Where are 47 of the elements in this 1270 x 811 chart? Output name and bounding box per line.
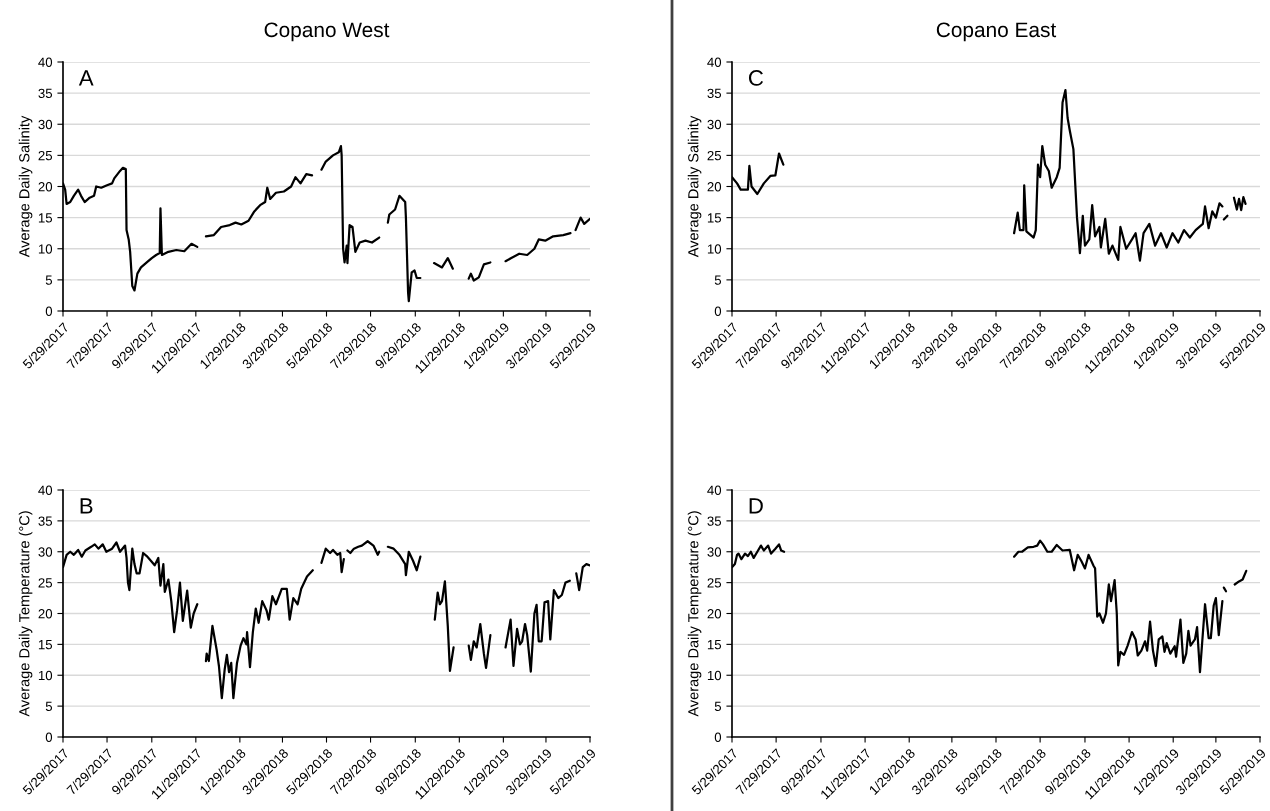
chart-title: Copano West [264,22,390,42]
y-tick-label: 15 [707,640,722,650]
y-tick-label: 5 [45,701,53,712]
y-tick-label: 25 [707,150,722,161]
y-tick-label: 35 [707,516,722,526]
annotation: B [80,498,93,514]
y-tick-label: 5 [45,275,53,285]
y-tick-label: 20 [707,182,722,192]
annotation: D [749,498,763,514]
annotation: C [748,70,764,86]
y-tick-label: 40 [38,485,53,495]
y-tick-label: 25 [38,578,53,588]
annotation: A [78,70,94,86]
y-tick-label: 30 [38,119,53,130]
y-tick-label: 40 [707,57,722,67]
chart-title: Copano East [936,22,1057,42]
y-tick-label: 30 [707,547,722,557]
y-tick-label: 5 [714,275,722,285]
y-tick-label: 25 [38,150,53,161]
y-tick-label: 0 [714,306,722,316]
y-tick-label: 5 [714,701,722,712]
y-tick-label: 35 [38,88,53,99]
y-tick-label: 15 [38,640,53,650]
y-tick-label: 40 [38,57,53,67]
y-axis-title: Average Daily Salinity [18,115,33,258]
y-tick-label: 15 [707,213,722,223]
y-tick-label: 10 [707,670,722,681]
y-tick-label: 40 [707,485,722,495]
y-tick-label: 15 [38,213,53,223]
y-tick-label: 20 [38,182,53,192]
y-tick-label: 10 [38,670,53,681]
y-tick-label: 0 [45,732,53,742]
line-series [574,216,590,232]
y-tick-label: 30 [707,119,722,130]
y-axis-title: Average Daily Temperature (°C) [18,511,33,717]
y-tick-label: 20 [38,609,53,619]
y-tick-label: 0 [714,732,722,742]
y-tick-label: 35 [38,516,53,526]
y-tick-label: 10 [38,244,53,254]
y-axis-title: Average Daily Temperature (°C) [687,511,702,717]
y-axis-title: Average Daily Salinity [687,115,702,258]
y-tick-label: 20 [707,609,722,619]
y-tick-label: 35 [707,88,722,99]
y-tick-label: 30 [38,547,53,557]
y-tick-label: 0 [45,306,53,316]
y-tick-label: 25 [707,578,722,588]
y-tick-label: 10 [707,244,722,254]
